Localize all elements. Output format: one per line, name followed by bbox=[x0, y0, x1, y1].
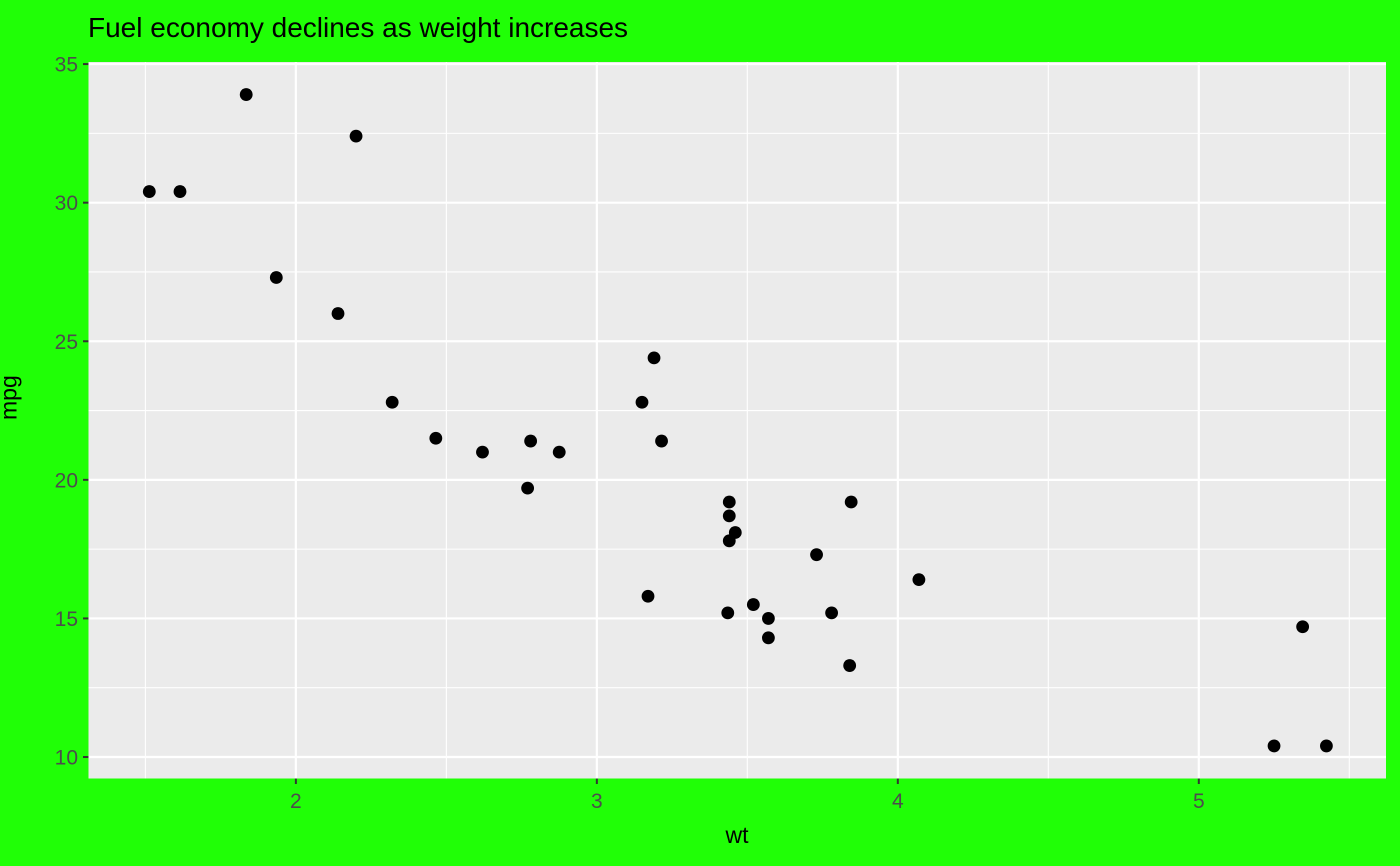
data-point bbox=[843, 659, 857, 672]
data-point bbox=[1320, 739, 1333, 753]
data-point bbox=[825, 606, 839, 620]
panel-background bbox=[88, 62, 1386, 779]
y-tick-label: 15 bbox=[55, 608, 78, 631]
data-point bbox=[912, 573, 926, 587]
data-point bbox=[1267, 739, 1281, 753]
data-point bbox=[762, 631, 775, 645]
y-tick-label: 25 bbox=[55, 331, 78, 354]
data-point bbox=[429, 431, 443, 445]
data-point bbox=[173, 185, 187, 198]
data-point bbox=[349, 129, 363, 143]
data-point bbox=[239, 88, 253, 101]
x-tick-label: 4 bbox=[892, 790, 904, 813]
x-tick-label: 2 bbox=[290, 790, 302, 813]
data-point bbox=[1296, 620, 1310, 634]
data-point bbox=[844, 495, 858, 509]
data-point bbox=[552, 445, 566, 459]
data-point bbox=[810, 548, 823, 562]
data-point bbox=[746, 598, 760, 611]
data-point bbox=[521, 481, 535, 495]
x-axis-title: wt bbox=[725, 822, 749, 848]
data-point bbox=[722, 509, 736, 523]
data-point bbox=[647, 351, 661, 365]
y-tick-label: 35 bbox=[55, 54, 78, 77]
data-point bbox=[635, 395, 649, 409]
data-point bbox=[721, 606, 735, 620]
data-point bbox=[722, 495, 736, 509]
y-axis-title-text: mpg bbox=[0, 375, 22, 420]
y-tick-label: 30 bbox=[55, 192, 78, 215]
data-point bbox=[641, 589, 655, 603]
data-point bbox=[142, 185, 156, 198]
data-point bbox=[655, 434, 668, 448]
data-point bbox=[524, 434, 538, 448]
chart-title: Fuel economy declines as weight increase… bbox=[88, 12, 629, 43]
data-point bbox=[476, 445, 489, 459]
y-tick-label: 10 bbox=[55, 747, 78, 770]
y-tick-label: 20 bbox=[55, 469, 78, 492]
data-point bbox=[331, 307, 345, 320]
data-point bbox=[269, 271, 283, 284]
x-tick-label: 3 bbox=[591, 790, 603, 813]
data-point bbox=[762, 612, 775, 625]
data-point bbox=[722, 534, 736, 548]
x-tick-label: 5 bbox=[1193, 790, 1205, 813]
data-point bbox=[385, 395, 399, 409]
